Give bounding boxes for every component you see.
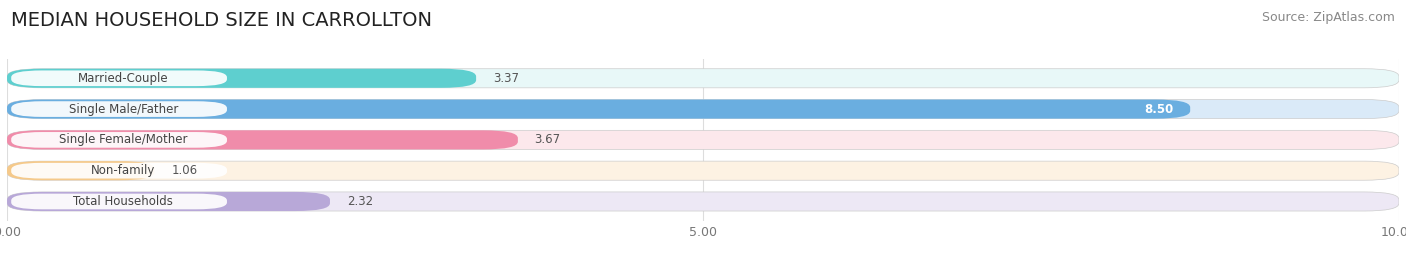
Text: 3.37: 3.37: [494, 72, 519, 85]
FancyBboxPatch shape: [11, 70, 226, 86]
FancyBboxPatch shape: [11, 101, 226, 117]
Text: 3.67: 3.67: [534, 133, 561, 146]
Text: Married-Couple: Married-Couple: [77, 72, 169, 85]
FancyBboxPatch shape: [7, 69, 477, 88]
FancyBboxPatch shape: [7, 192, 330, 211]
FancyBboxPatch shape: [11, 132, 226, 148]
Text: 2.32: 2.32: [347, 195, 373, 208]
FancyBboxPatch shape: [7, 69, 1399, 88]
Text: 1.06: 1.06: [172, 164, 197, 177]
Text: Source: ZipAtlas.com: Source: ZipAtlas.com: [1261, 11, 1395, 24]
FancyBboxPatch shape: [7, 161, 155, 180]
Text: Single Male/Father: Single Male/Father: [69, 102, 179, 116]
FancyBboxPatch shape: [7, 130, 517, 149]
FancyBboxPatch shape: [7, 192, 1399, 211]
FancyBboxPatch shape: [11, 194, 226, 209]
FancyBboxPatch shape: [7, 100, 1399, 119]
FancyBboxPatch shape: [11, 163, 226, 179]
FancyBboxPatch shape: [7, 100, 1191, 119]
Text: 8.50: 8.50: [1144, 102, 1174, 116]
Text: Single Female/Mother: Single Female/Mother: [59, 133, 187, 146]
Text: Non-family: Non-family: [91, 164, 156, 177]
Text: MEDIAN HOUSEHOLD SIZE IN CARROLLTON: MEDIAN HOUSEHOLD SIZE IN CARROLLTON: [11, 11, 432, 30]
FancyBboxPatch shape: [7, 130, 1399, 149]
FancyBboxPatch shape: [7, 161, 1399, 180]
Text: Total Households: Total Households: [73, 195, 173, 208]
